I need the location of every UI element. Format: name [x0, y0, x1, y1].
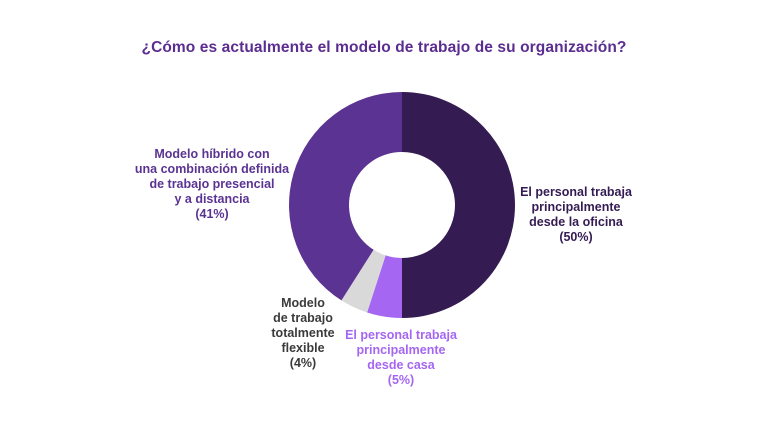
- donut-chart: [289, 92, 515, 318]
- slice-flexible: [341, 249, 386, 313]
- slice-hybrid: [289, 92, 402, 301]
- label-hybrid-segment: Modelo híbrido con una combinación defin…: [134, 147, 290, 221]
- label-office-segment: El personal trabaja principalmente desde…: [520, 185, 632, 244]
- slice-office: [402, 92, 515, 318]
- slice-home: [367, 255, 402, 318]
- label-home-segment: El personal trabaja principalmente desde…: [345, 328, 457, 387]
- page-title: ¿Cómo es actualmente el modelo de trabaj…: [141, 39, 627, 56]
- label-flexible-segment: Modelo de trabajo totalmente flexible (4…: [271, 296, 335, 370]
